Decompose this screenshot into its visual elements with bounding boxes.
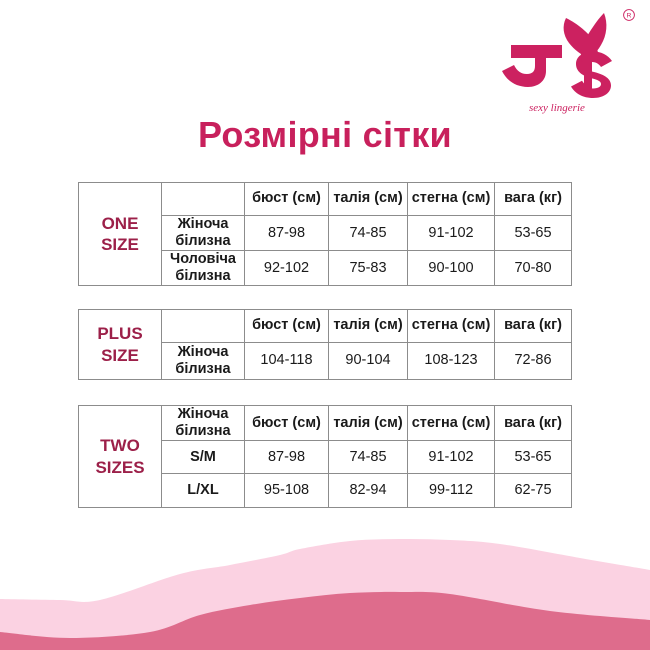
svg-text:R: R bbox=[627, 13, 632, 20]
svg-text:sexy lingerie: sexy lingerie bbox=[529, 102, 585, 114]
